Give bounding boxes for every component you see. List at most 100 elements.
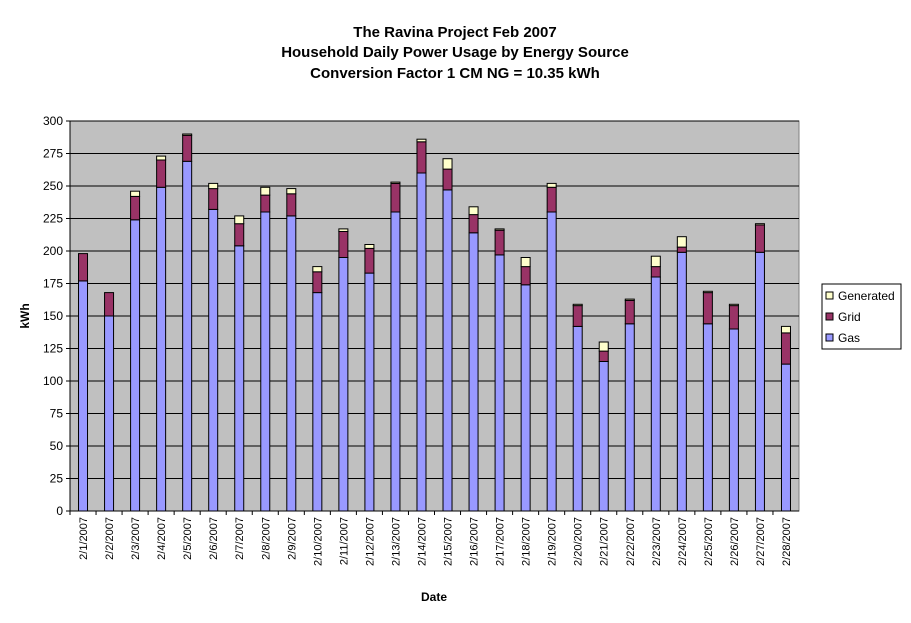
bar-generated [728, 303, 739, 307]
bar-gas [598, 361, 609, 512]
legend-box [821, 283, 902, 350]
bar-gas [182, 160, 193, 512]
y-tick-label: 175 [43, 277, 63, 291]
x-axis-ticks: 2/1/2007 2/2/2007 2/3/2007 2/4/2007 2/5/2007… [69, 511, 793, 566]
bar-grid [676, 246, 687, 253]
y-tick-label: 25 [50, 472, 64, 486]
bar-generated [130, 190, 141, 197]
x-tick-label: 2/10/2007 [312, 517, 324, 566]
bar-grid [702, 292, 713, 325]
y-tick-label: 125 [43, 342, 63, 356]
bar-grid [624, 299, 635, 325]
x-tick-label: 2/4/2007 [156, 517, 168, 560]
bar-generated [754, 223, 765, 226]
bar-gas [78, 280, 89, 512]
x-tick-label: 2/9/2007 [286, 517, 298, 560]
x-tick-label: 2/3/2007 [130, 517, 142, 560]
x-tick-label: 2/6/2007 [208, 517, 220, 560]
bar-grid [78, 253, 89, 282]
x-tick-label: 2/22/2007 [625, 517, 637, 566]
bar-generated [234, 215, 245, 225]
bar-gas [494, 254, 505, 512]
bar-generated [208, 182, 219, 190]
bar-grid [338, 231, 349, 258]
legend-label-generated: Generated [838, 289, 895, 303]
bar-generated [494, 228, 505, 231]
bar-gas [754, 251, 765, 512]
bar-gas [702, 323, 713, 512]
bar-gas [390, 211, 401, 512]
bar-generated [390, 181, 401, 184]
bar-grid [728, 305, 739, 330]
bar-gas [520, 284, 531, 512]
x-tick-label: 2/27/2007 [755, 517, 767, 566]
y-tick-label: 200 [43, 244, 63, 258]
bar-gas [728, 328, 739, 512]
bar-generated [286, 188, 297, 195]
legend: Generated Grid Gas [821, 283, 902, 350]
x-tick-label: 2/2/2007 [104, 517, 116, 560]
bar-gas [286, 215, 297, 512]
bar-grid [468, 214, 479, 234]
y-tick-label: 225 [43, 212, 63, 226]
bar-grid [754, 224, 765, 253]
bar-gas [104, 315, 115, 512]
legend-label-gas: Gas [838, 331, 860, 345]
bar-generated [598, 341, 609, 352]
x-tick-label: 2/8/2007 [260, 517, 272, 560]
x-axis-label: Date [421, 590, 447, 604]
x-tick-label: 2/20/2007 [573, 517, 585, 566]
y-tick-label: 75 [50, 407, 64, 421]
bars [78, 133, 791, 512]
bar-grid [390, 182, 401, 213]
x-tick-label: 2/13/2007 [390, 517, 402, 566]
bar-generated [156, 155, 167, 161]
bar-gas [546, 211, 557, 512]
bar-gas [312, 292, 323, 512]
y-tick-label: 300 [43, 114, 63, 128]
bar-gas [156, 186, 167, 512]
y-tick-label: 275 [43, 147, 63, 161]
bar-gas [338, 257, 349, 512]
legend-label-grid: Grid [838, 310, 861, 324]
bar-grid [130, 195, 141, 221]
bar-gas [780, 363, 791, 512]
bar-gas [416, 172, 427, 512]
bar-generated [780, 325, 791, 334]
chart-subtitle-line-1: Household Daily Power Usage by Energy So… [281, 44, 629, 61]
bar-generated [702, 290, 713, 294]
bar-generated [546, 182, 557, 188]
y-tick-label: 150 [43, 309, 63, 323]
bar-generated [338, 228, 349, 232]
bar-grid [520, 266, 531, 286]
bar-grid [598, 350, 609, 363]
x-tick-label: 2/11/2007 [338, 517, 350, 565]
bar-generated [416, 138, 427, 143]
x-tick-label: 2/7/2007 [234, 517, 246, 560]
chart-title: The Ravina Project Feb 2007 [353, 24, 556, 41]
legend-swatch-grid [825, 312, 834, 321]
x-tick-label: 2/18/2007 [521, 517, 533, 566]
bar-gas [572, 325, 583, 512]
bar-grid [572, 305, 583, 327]
bar-generated [624, 298, 635, 301]
legend-swatch-generated [825, 291, 834, 300]
bar-generated [312, 266, 323, 273]
bar-grid [104, 292, 115, 317]
bar-grid [442, 168, 453, 191]
bar-gas [234, 245, 245, 512]
bar-gas [364, 272, 375, 512]
bar-grid [780, 332, 791, 365]
bar-generated [260, 186, 271, 196]
bar-generated [676, 236, 687, 248]
y-tick-label: 0 [56, 504, 63, 518]
bar-grid [286, 193, 297, 217]
bar-grid [182, 134, 193, 162]
bar-generated [572, 303, 583, 307]
bar-grid [546, 186, 557, 213]
bar-generated [442, 158, 453, 170]
bar-gas [260, 211, 271, 512]
y-tick-label: 250 [43, 179, 63, 193]
x-tick-label: 2/26/2007 [729, 517, 741, 566]
